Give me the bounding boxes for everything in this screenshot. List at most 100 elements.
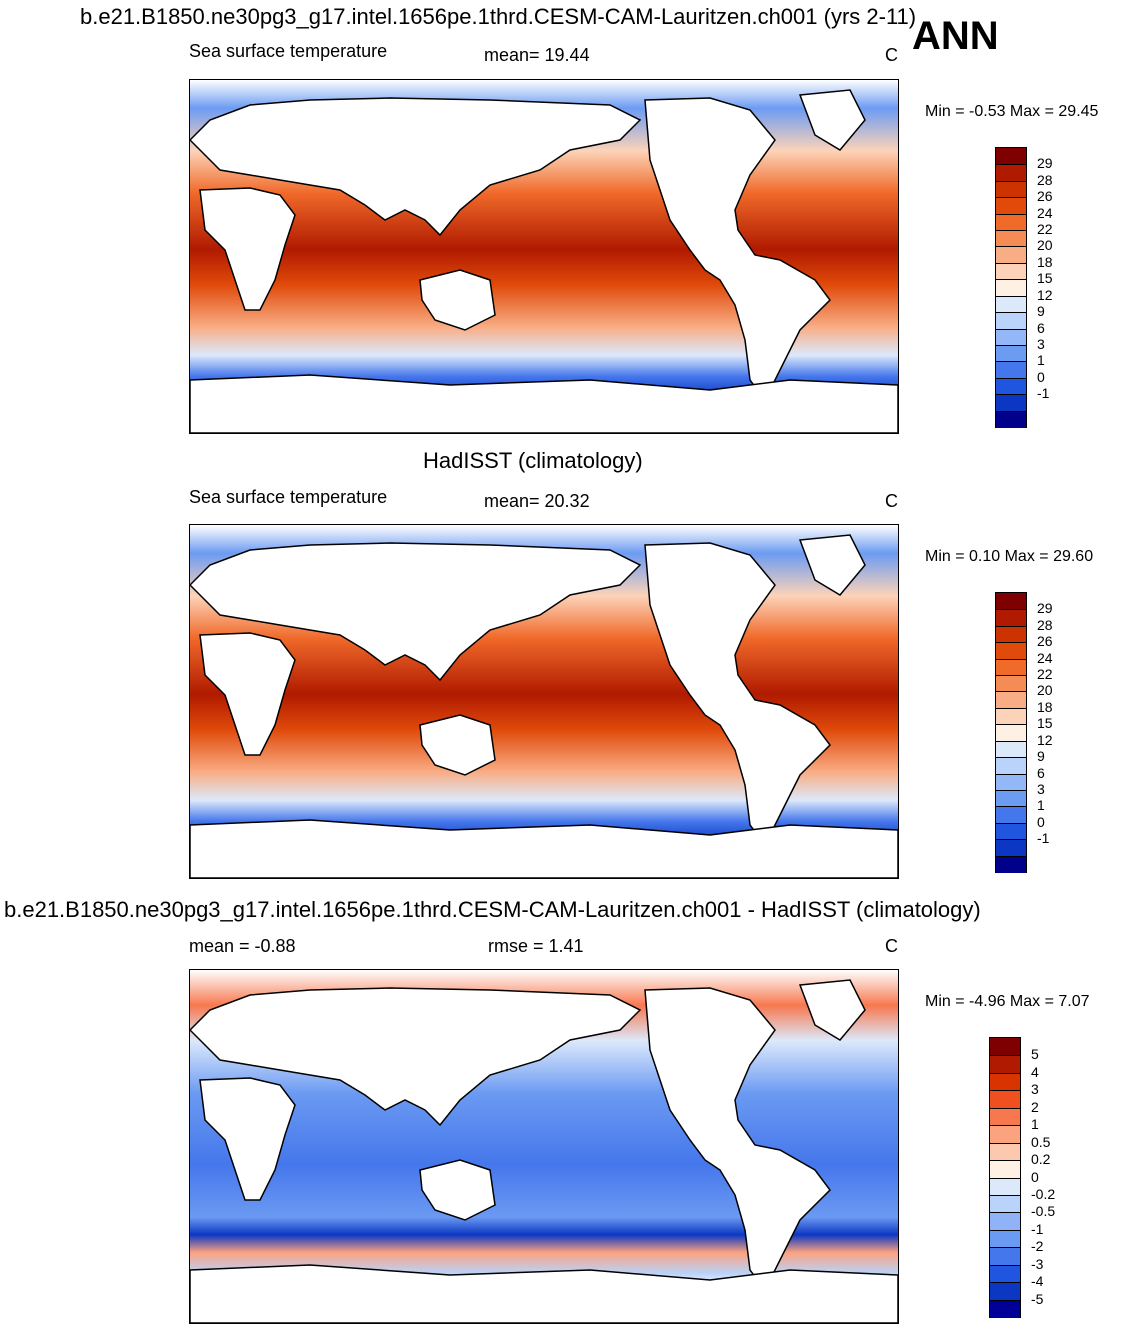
colorbar-tick-label: -1: [1037, 830, 1050, 847]
panel1-mean-label: mean= 19.44: [484, 45, 590, 65]
panel1-minmax-label: Min = -0.53 Max = 29.45: [925, 103, 1099, 120]
colorbar-tick-label: -3: [1031, 1255, 1044, 1272]
colorbar-cell: [996, 410, 1026, 428]
colorbar-cell: [996, 328, 1026, 346]
colorbar-cell: [990, 1212, 1020, 1231]
colorbar-tick-label: 3: [1037, 335, 1045, 352]
colorbar-tick-label: 28: [1037, 616, 1053, 633]
colorbar-tick-label: -5: [1031, 1290, 1044, 1307]
colorbar-tick-label: 6: [1037, 319, 1045, 336]
colorbar-cell: [990, 1264, 1020, 1284]
colorbar-cell: [996, 658, 1026, 677]
colorbar-tick-label: 20: [1037, 237, 1053, 254]
season-label: ANN: [912, 14, 999, 58]
continent-outline: [190, 819, 898, 878]
colorbar-tick-label: 26: [1037, 633, 1053, 650]
panel3-title: b.e21.B1850.ne30pg3_g17.intel.1656pe.1th…: [4, 897, 981, 922]
colorbar-tick-label: 0: [1037, 813, 1045, 830]
colorbar-tick-label: 26: [1037, 188, 1053, 205]
colorbar-tick-label: 29: [1037, 155, 1053, 172]
colorbar-tick-label: 1: [1031, 1116, 1039, 1133]
colorbar-cell: [996, 773, 1026, 791]
colorbar-tick-label: 18: [1037, 253, 1053, 270]
continent-outline: [190, 97, 642, 237]
colorbar-cell: [990, 1038, 1020, 1057]
colorbar-cell: [996, 246, 1026, 264]
colorbar-cell: [996, 642, 1026, 660]
colorbar-cell: [996, 312, 1026, 330]
colorbar-tick-label: 24: [1037, 649, 1053, 666]
panel2-unit-label: C: [885, 491, 898, 511]
world-map-svg: [190, 525, 898, 878]
colorbar-cell: [996, 344, 1026, 363]
continent-outline: [199, 632, 296, 756]
colorbar-tick-label: 28: [1037, 171, 1053, 188]
panel2-variable-label: Sea surface temperature: [189, 487, 388, 507]
continent-outline: [419, 1159, 496, 1221]
colorbar-tick-label: 29: [1037, 600, 1053, 617]
panel3-colorbar: [989, 1037, 1021, 1318]
panel2-title: HadISST (climatology): [423, 448, 643, 473]
colorbar-tick-label: 12: [1037, 731, 1053, 748]
colorbar-cell: [996, 361, 1026, 379]
panel2-mean-label: mean= 20.32: [484, 491, 590, 511]
world-map-svg: [190, 970, 898, 1323]
colorbar-tick-label: -2: [1031, 1238, 1044, 1255]
colorbar-tick-label: -1: [1031, 1220, 1044, 1237]
panel1-variable-label: Sea surface temperature: [189, 41, 388, 61]
panel1-colorbar: [995, 147, 1027, 428]
continent-outline: [199, 1077, 296, 1201]
colorbar-tick-label: -4: [1031, 1273, 1044, 1290]
colorbar-tick-label: 22: [1037, 666, 1053, 683]
colorbar-cell: [996, 230, 1026, 248]
colorbar-cell: [990, 1177, 1020, 1196]
colorbar-cell: [990, 1125, 1020, 1144]
panel3-map: [189, 969, 899, 1324]
colorbar-cell: [996, 740, 1026, 759]
colorbar-cell: [990, 1194, 1020, 1214]
colorbar-cell: [996, 197, 1026, 215]
panel1-unit-label: C: [885, 45, 898, 65]
colorbar-tick-label: -0.5: [1031, 1203, 1056, 1220]
colorbar-tick-label: 3: [1031, 1081, 1039, 1098]
colorbar-cell: [990, 1055, 1020, 1074]
colorbar-tick-label: 0: [1037, 368, 1045, 385]
colorbar-tick-label: 0.2: [1031, 1151, 1051, 1168]
colorbar-cell: [996, 377, 1026, 396]
colorbar-cell: [996, 757, 1026, 775]
colorbar-tick-label: 1: [1037, 797, 1045, 814]
colorbar-cell: [996, 262, 1026, 281]
colorbar-cell: [996, 164, 1026, 182]
panel3-rmse-label: rmse = 1.41: [488, 936, 584, 956]
colorbar-tick-label: 1: [1037, 352, 1045, 369]
colorbar-cell: [996, 675, 1026, 693]
continent-outline: [798, 534, 866, 596]
colorbar-cell: [996, 593, 1026, 611]
colorbar-cell: [996, 707, 1026, 726]
colorbar-cell: [996, 724, 1026, 742]
colorbar-cell: [990, 1247, 1020, 1266]
continent-outline: [199, 187, 296, 311]
colorbar-cell: [990, 1090, 1020, 1109]
colorbar-tick-label: 5: [1031, 1046, 1039, 1063]
continent-outline: [798, 89, 866, 151]
colorbar-tick-label: 0.5: [1031, 1133, 1051, 1150]
colorbar-cell: [996, 148, 1026, 166]
colorbar-cell: [990, 1299, 1020, 1318]
colorbar-tick-label: 4: [1031, 1063, 1039, 1080]
colorbar-tick-label: 9: [1037, 303, 1045, 320]
continent-outline: [644, 97, 831, 402]
run-title: b.e21.B1850.ne30pg3_g17.intel.1656pe.1th…: [80, 4, 917, 29]
continent-outline: [419, 269, 496, 331]
colorbar-tick-label: 15: [1037, 715, 1053, 732]
panel2-map: [189, 524, 899, 879]
panel3-mean-label: mean = -0.88: [189, 936, 296, 956]
colorbar-cell: [996, 609, 1026, 627]
colorbar-cell: [996, 180, 1026, 199]
colorbar-cell: [990, 1107, 1020, 1127]
colorbar-cell: [990, 1072, 1020, 1092]
colorbar-tick-label: 24: [1037, 204, 1053, 221]
colorbar-cell: [996, 279, 1026, 297]
panel1-map: [189, 79, 899, 434]
colorbar-cell: [996, 789, 1026, 808]
